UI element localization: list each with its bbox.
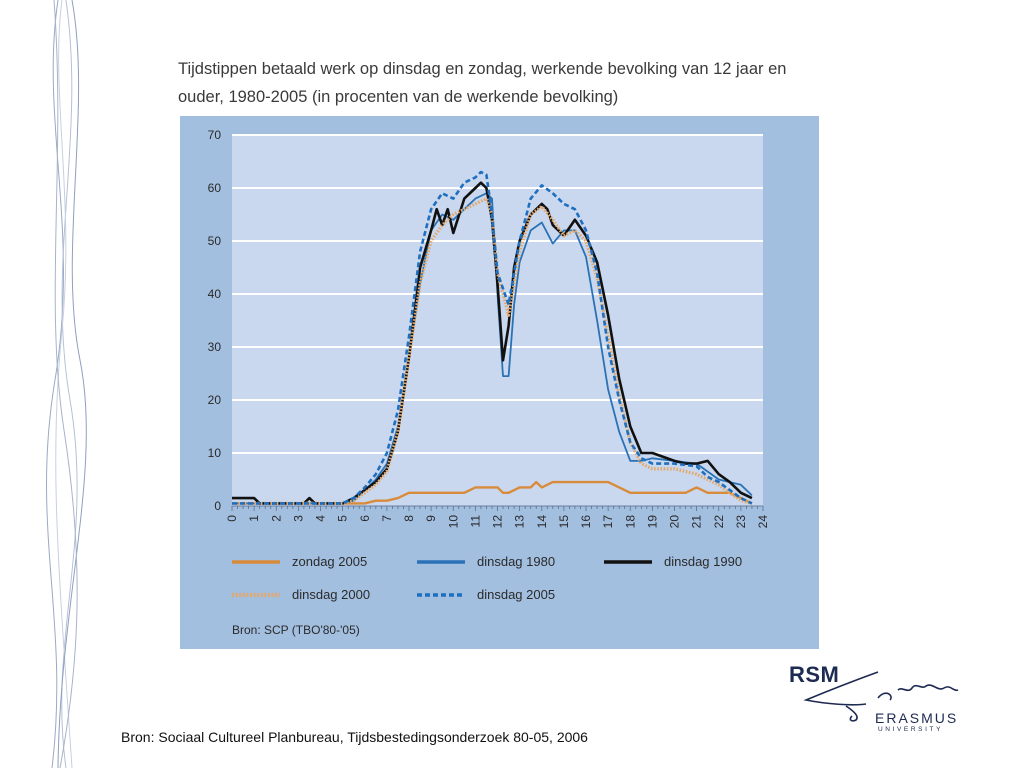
series-line-zondag-2005	[232, 480, 753, 505]
x-tick-label: 4	[314, 515, 328, 522]
y-tick-label: 30	[208, 340, 222, 354]
plot-area	[232, 135, 763, 506]
x-tick-label: 24	[756, 515, 770, 529]
x-tick-label: 3	[291, 515, 305, 522]
rsm-erasmus-logo: RSM ERASMUS UNIVERSITY	[786, 660, 976, 740]
legend-label: dinsdag 1980	[477, 554, 555, 569]
x-tick-label: 2	[269, 515, 283, 522]
x-tick-label: 15	[557, 515, 571, 529]
x-tick-label: 17	[601, 515, 615, 529]
legend-label: zondag 2005	[292, 554, 367, 569]
y-tick-label: 70	[208, 128, 222, 142]
legend-label: dinsdag 1990	[664, 554, 742, 569]
x-tick-label: 21	[690, 515, 704, 529]
x-tick-label: 19	[645, 515, 659, 529]
y-tick-label: 40	[208, 287, 222, 301]
legend-label: dinsdag 2000	[292, 587, 370, 602]
series-line-dinsdag-1980	[232, 192, 753, 505]
erasmus-signature-icon	[803, 671, 959, 722]
x-tick-label: 16	[579, 515, 593, 529]
chart-title: Tijdstippen betaald werk op dinsdag en z…	[178, 55, 828, 111]
y-axis-ticks: 0 10 20 30 40 50 60 70	[208, 128, 222, 513]
footer-source: Bron: Sociaal Cultureel Planbureau, Tijd…	[121, 729, 588, 745]
series-line-dinsdag-1990	[232, 181, 753, 505]
x-tick-label: 13	[513, 515, 527, 529]
x-tick-label: 0	[225, 515, 239, 522]
chart-title-line-1: Tijdstippen betaald werk op dinsdag en z…	[178, 60, 787, 78]
x-tick-label: 14	[535, 515, 549, 529]
series-lines	[232, 170, 753, 505]
logo-university-text: UNIVERSITY	[878, 726, 944, 733]
y-tick-label: 10	[208, 446, 222, 460]
y-tick-label: 20	[208, 393, 222, 407]
legend-label: dinsdag 2005	[477, 587, 555, 602]
x-tick-label: 22	[712, 515, 726, 529]
series-line-dinsdag-2000	[232, 196, 753, 505]
grid-lines	[231, 134, 764, 511]
x-tick-label: 1	[247, 515, 261, 522]
x-tick-label: 9	[424, 515, 438, 522]
decorative-wavy-lines	[46, 0, 87, 768]
x-axis-ticks: 0 1 2 3 4 5 6 7 8 9 10 11 12 13 14 15 16 17 18 19 20 21 22 23 24	[225, 515, 770, 529]
x-tick-label: 23	[734, 515, 748, 529]
x-tick-label: 10	[446, 515, 460, 529]
logo-rsm-text: RSM	[789, 662, 840, 687]
x-tick-label: 20	[668, 515, 682, 529]
x-tick-label: 6	[358, 515, 372, 522]
x-tick-label: 12	[491, 515, 505, 529]
x-tick-label: 7	[380, 515, 394, 522]
y-tick-label: 0	[214, 499, 221, 513]
chart-panel: 0 10 20 30 40 50 60 70 0 1 2 3 4 5 6 7 8 9 10 11 12 13 14 15 16…	[180, 116, 819, 649]
x-tick-label: 11	[468, 515, 482, 528]
legend: zondag 2005 dinsdag 1980 dinsdag 1990 dinsd…	[232, 554, 742, 602]
chart-source-note: Bron: SCP (TBO'80-'05)	[232, 623, 360, 637]
y-tick-label: 60	[208, 181, 222, 195]
chart-title-line-2: ouder, 1980-2005 (in procenten van de we…	[178, 88, 619, 106]
x-tick-label: 18	[623, 515, 637, 529]
x-tick-label: 5	[336, 515, 350, 522]
series-line-dinsdag-2005	[232, 170, 753, 505]
y-tick-label: 50	[208, 234, 222, 248]
logo-erasmus-text: ERASMUS	[875, 710, 959, 726]
x-tick-label: 8	[402, 515, 416, 522]
